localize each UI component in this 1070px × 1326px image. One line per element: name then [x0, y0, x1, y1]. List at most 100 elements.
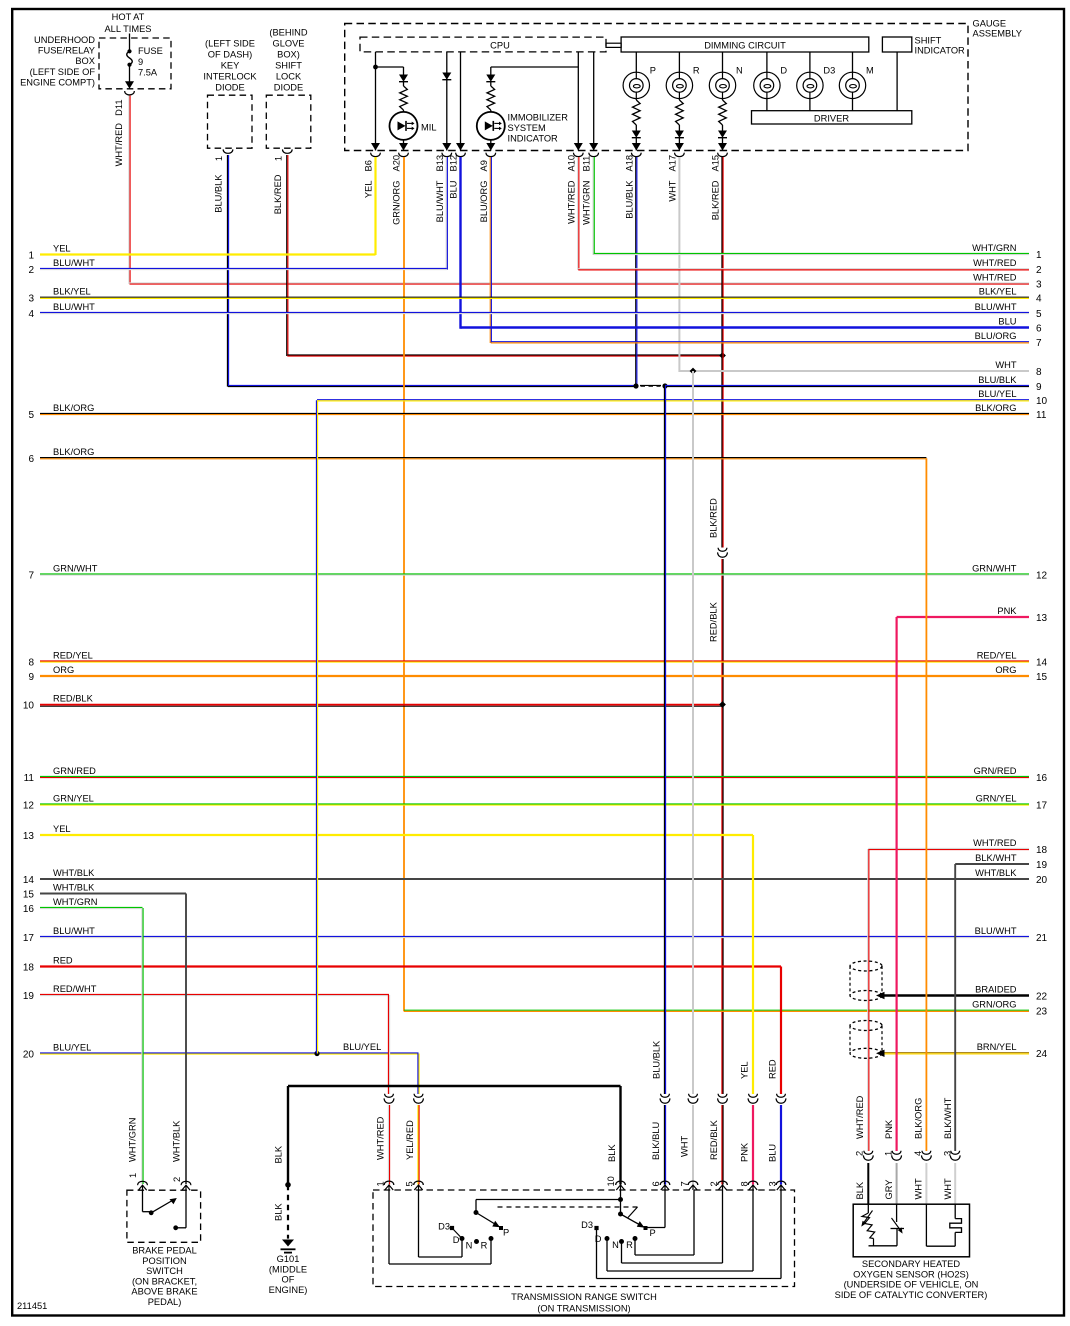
- svg-text:5: 5: [405, 1181, 415, 1186]
- svg-text:PNK: PNK: [740, 1142, 750, 1162]
- svg-text:BLK/YEL: BLK/YEL: [979, 287, 1017, 297]
- svg-text:4: 4: [913, 1151, 923, 1156]
- svg-text:14: 14: [1036, 657, 1048, 668]
- svg-text:YEL: YEL: [364, 181, 374, 199]
- svg-text:SIDE OF CATALYTIC CONVERTER): SIDE OF CATALYTIC CONVERTER): [835, 1290, 988, 1300]
- svg-text:2: 2: [1036, 265, 1042, 276]
- svg-text:BLU/WHT: BLU/WHT: [53, 926, 95, 936]
- svg-text:13: 13: [1036, 613, 1048, 624]
- svg-text:7: 7: [28, 570, 34, 581]
- svg-text:A17: A17: [667, 155, 677, 172]
- svg-text:BOX): BOX): [277, 50, 300, 60]
- svg-text:GLOVE: GLOVE: [272, 39, 304, 49]
- svg-text:INDICATOR: INDICATOR: [508, 134, 559, 144]
- svg-text:PNK: PNK: [884, 1119, 894, 1139]
- svg-text:2: 2: [709, 1181, 719, 1186]
- svg-text:10: 10: [1036, 396, 1048, 407]
- svg-text:PNK: PNK: [997, 606, 1017, 616]
- svg-text:20: 20: [1036, 875, 1048, 886]
- svg-text:D: D: [780, 66, 787, 76]
- svg-text:BLU/WHT: BLU/WHT: [53, 258, 95, 268]
- svg-text:10: 10: [606, 1176, 616, 1186]
- svg-text:WHT/GRN: WHT/GRN: [582, 181, 592, 225]
- svg-text:G101: G101: [277, 1254, 300, 1264]
- svg-text:DIODE: DIODE: [215, 83, 244, 93]
- svg-text:FUSE/RELAY: FUSE/RELAY: [38, 46, 95, 56]
- svg-text:(ON TRANSMISSION): (ON TRANSMISSION): [537, 1304, 630, 1314]
- svg-text:20: 20: [23, 1049, 35, 1060]
- svg-text:6: 6: [1036, 323, 1042, 334]
- svg-text:BLU/ORG: BLU/ORG: [975, 331, 1017, 341]
- svg-text:(MIDDLE: (MIDDLE: [269, 1264, 307, 1274]
- svg-text:WHT: WHT: [680, 1136, 690, 1157]
- svg-text:D3: D3: [438, 1222, 450, 1232]
- svg-text:BLU: BLU: [449, 181, 459, 199]
- svg-text:HOT AT: HOT AT: [112, 12, 145, 22]
- svg-text:UNDERHOOD: UNDERHOOD: [34, 35, 95, 45]
- svg-text:BLU/YEL: BLU/YEL: [343, 1042, 381, 1052]
- svg-text:R: R: [626, 1240, 633, 1250]
- svg-text:16: 16: [23, 904, 35, 915]
- svg-text:5: 5: [28, 410, 34, 421]
- svg-text:RED/YEL: RED/YEL: [977, 650, 1017, 660]
- svg-text:BLK/BLU: BLK/BLU: [651, 1122, 661, 1160]
- svg-text:4: 4: [1036, 294, 1042, 305]
- svg-text:WHT/RED: WHT/RED: [855, 1095, 865, 1139]
- svg-text:21: 21: [1036, 933, 1048, 944]
- svg-text:D: D: [595, 1234, 602, 1244]
- svg-text:FUSE: FUSE: [138, 46, 163, 56]
- svg-text:WHT/RED: WHT/RED: [376, 1116, 386, 1160]
- svg-text:BLU/BLK: BLU/BLK: [652, 1040, 662, 1079]
- svg-text:R: R: [481, 1241, 488, 1251]
- svg-text:BLU/BLK: BLU/BLK: [624, 180, 634, 219]
- svg-text:GRN/YEL: GRN/YEL: [53, 793, 94, 803]
- svg-text:D: D: [453, 1235, 460, 1245]
- svg-text:INDICATOR: INDICATOR: [915, 46, 966, 56]
- svg-text:12: 12: [1036, 570, 1048, 581]
- svg-text:15: 15: [23, 889, 35, 900]
- svg-text:(BEHIND: (BEHIND: [269, 28, 308, 38]
- svg-text:YEL: YEL: [53, 243, 71, 253]
- svg-text:WHT/RED: WHT/RED: [973, 838, 1017, 848]
- svg-text:M: M: [866, 66, 874, 76]
- svg-text:WHT: WHT: [995, 360, 1016, 370]
- svg-text:PEDAL): PEDAL): [148, 1297, 182, 1307]
- svg-text:B12: B12: [449, 155, 459, 172]
- svg-text:GRN/ORG: GRN/ORG: [392, 181, 402, 225]
- svg-text:WHT/RED: WHT/RED: [973, 258, 1017, 268]
- svg-text:BLK/ORG: BLK/ORG: [914, 1098, 924, 1139]
- svg-text:9: 9: [28, 672, 34, 683]
- svg-text:TRANSMISSION RANGE SWITCH: TRANSMISSION RANGE SWITCH: [511, 1292, 657, 1302]
- svg-text:P: P: [650, 1228, 656, 1238]
- svg-text:OF: OF: [282, 1275, 295, 1285]
- svg-text:14: 14: [23, 875, 35, 886]
- svg-text:INTERLOCK: INTERLOCK: [203, 72, 257, 82]
- svg-text:1: 1: [376, 1181, 386, 1186]
- svg-text:ENGINE COMPT): ENGINE COMPT): [20, 77, 95, 87]
- svg-text:BLU/YEL: BLU/YEL: [978, 389, 1016, 399]
- svg-text:GRN/WHT: GRN/WHT: [972, 563, 1017, 573]
- svg-text:BLU/BLK: BLU/BLK: [214, 174, 224, 213]
- svg-text:7.5A: 7.5A: [138, 68, 158, 78]
- svg-text:15: 15: [1036, 672, 1048, 683]
- svg-text:P: P: [650, 66, 656, 76]
- svg-text:3: 3: [1036, 279, 1042, 290]
- svg-text:(LEFT SIDE: (LEFT SIDE: [205, 39, 255, 49]
- svg-text:8: 8: [740, 1181, 750, 1186]
- svg-text:CPU: CPU: [490, 41, 510, 51]
- svg-text:ORG: ORG: [995, 665, 1016, 675]
- svg-text:YEL: YEL: [53, 824, 71, 834]
- svg-text:3: 3: [28, 293, 34, 304]
- svg-text:BLK/ORG: BLK/ORG: [53, 403, 94, 413]
- svg-text:BLU/BLK: BLU/BLK: [978, 375, 1017, 385]
- svg-text:YEL: YEL: [740, 1061, 750, 1079]
- svg-text:WHT/GRN: WHT/GRN: [53, 897, 97, 907]
- svg-text:1: 1: [214, 156, 224, 161]
- svg-text:1: 1: [1036, 250, 1042, 261]
- svg-text:BLK: BLK: [274, 1145, 284, 1163]
- svg-text:RED: RED: [53, 955, 73, 965]
- svg-text:8: 8: [1036, 367, 1042, 378]
- svg-text:WHT/RED: WHT/RED: [973, 272, 1017, 282]
- svg-text:BLU/WHT: BLU/WHT: [975, 926, 1017, 936]
- svg-text:A18: A18: [624, 155, 634, 172]
